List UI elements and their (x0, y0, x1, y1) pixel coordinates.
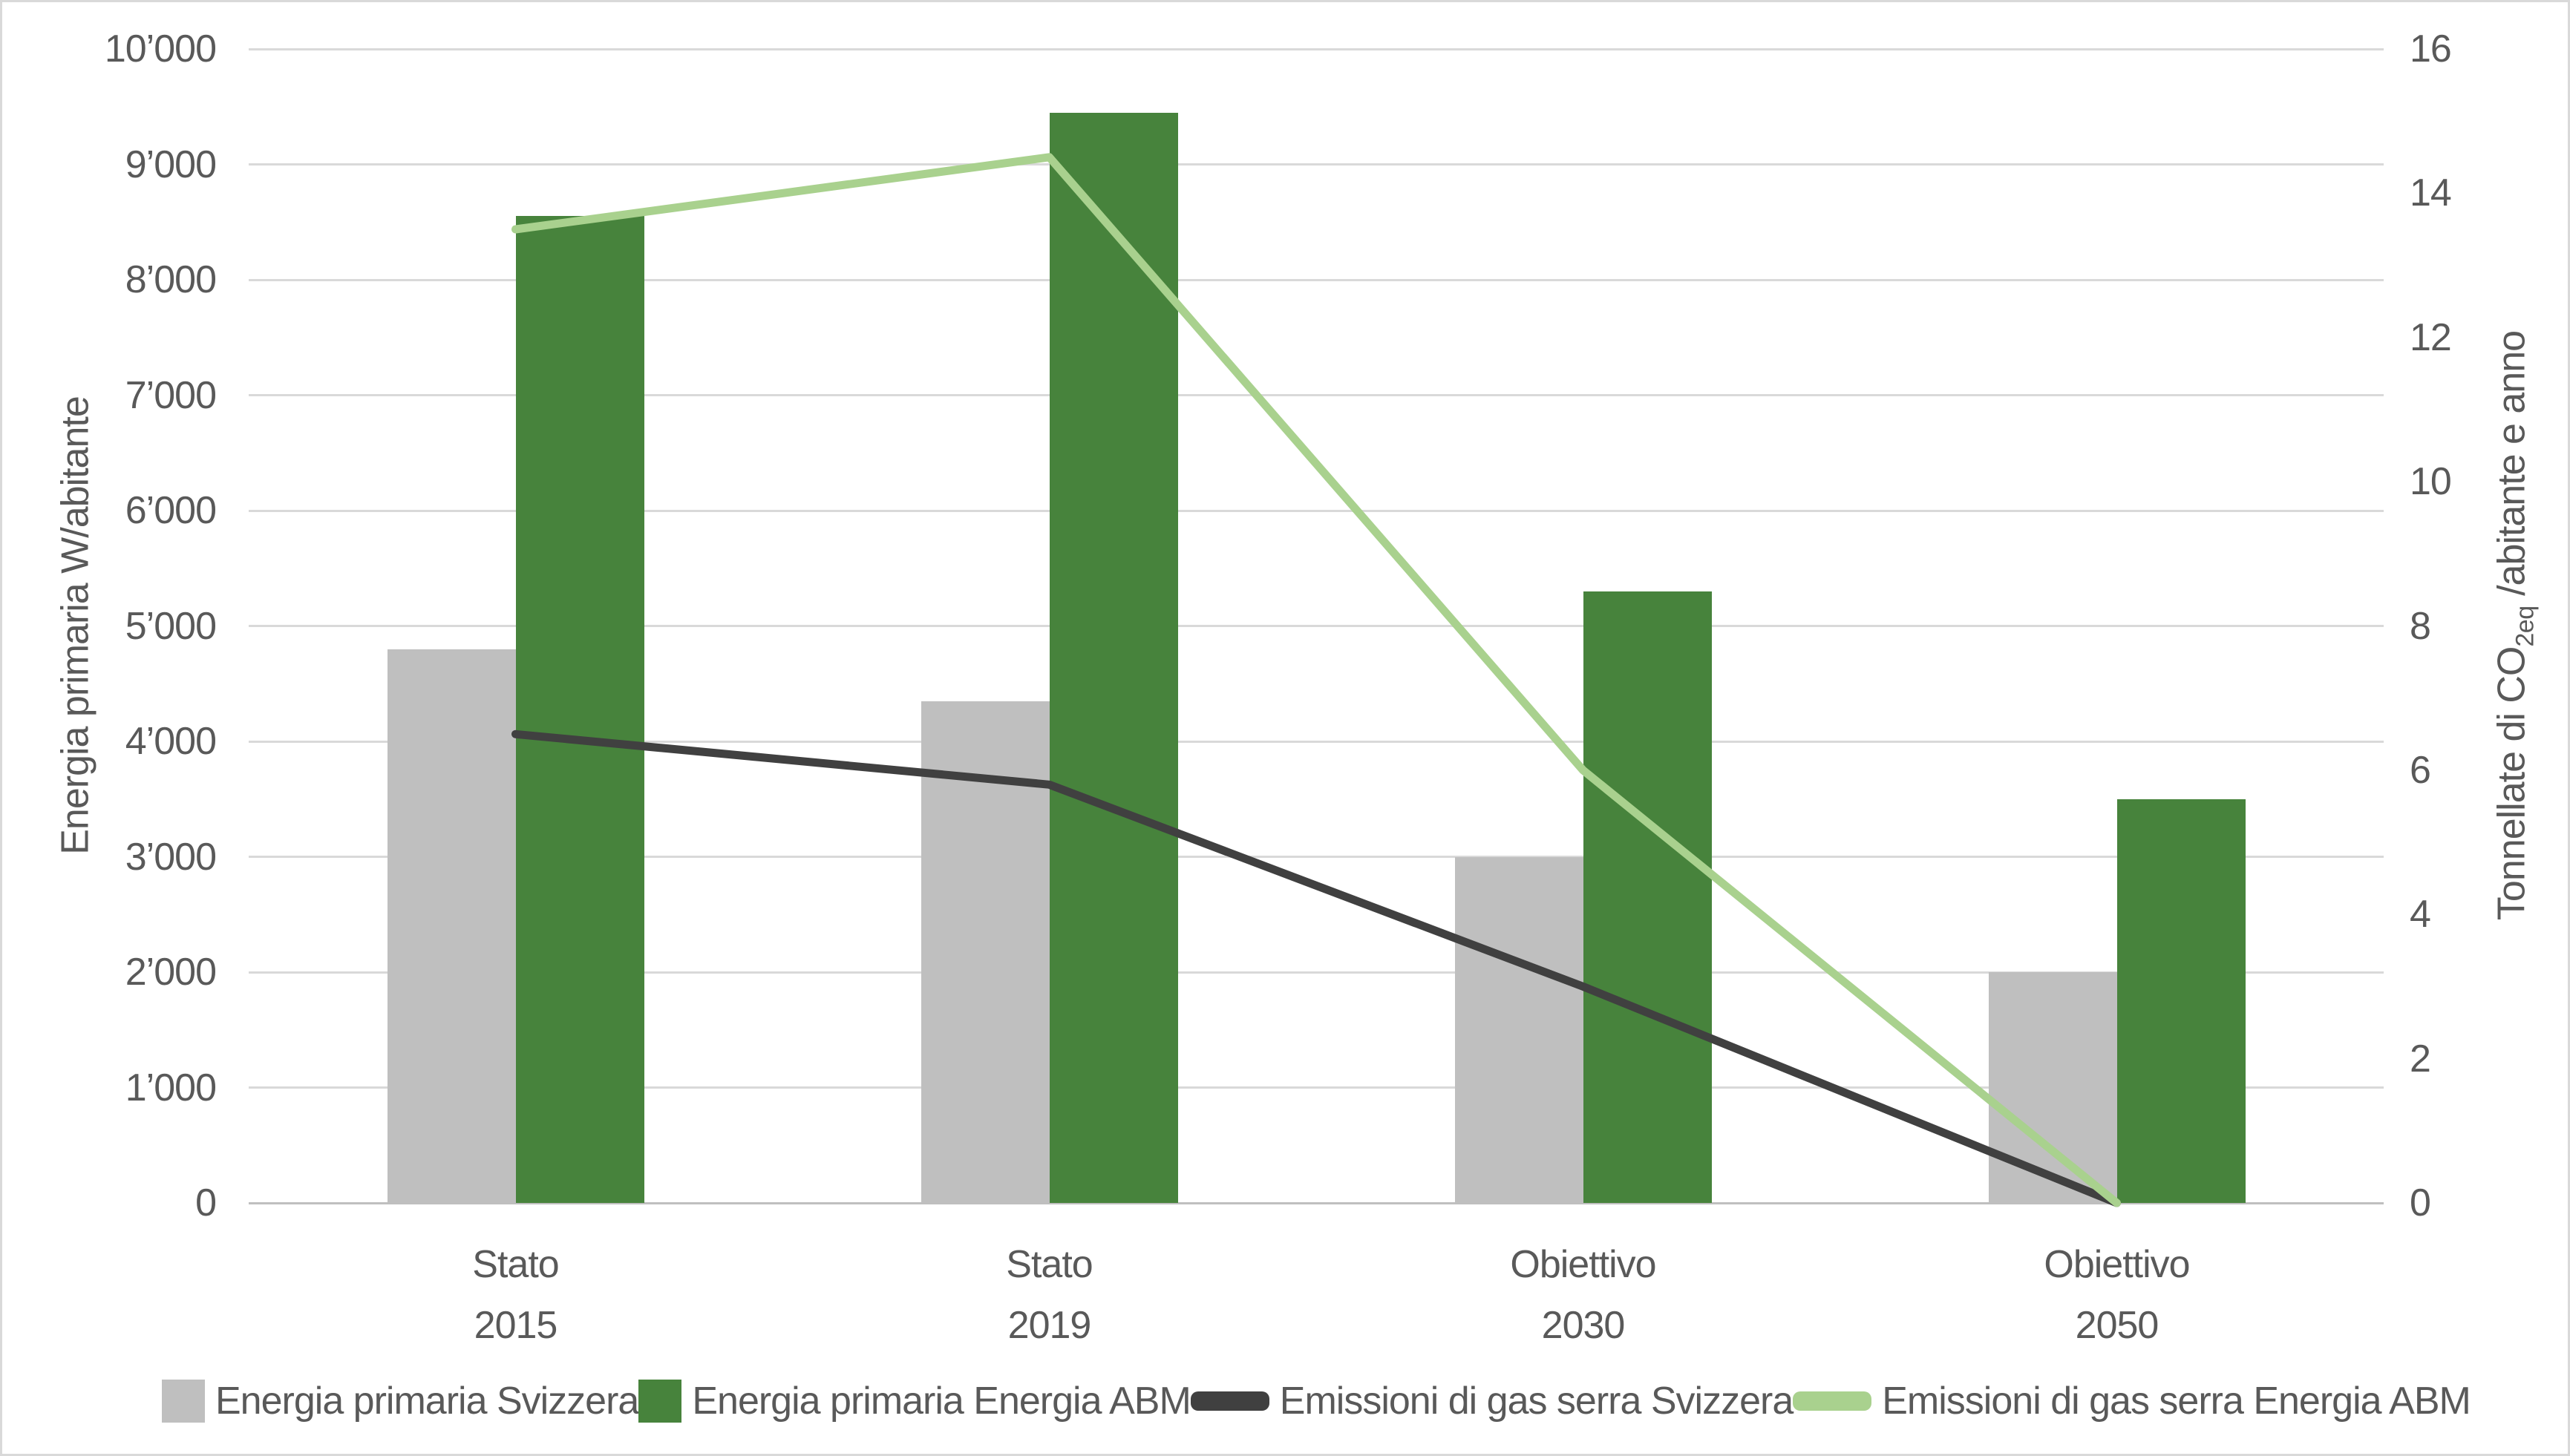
y-axis-tick-label-left: 3’000 (125, 835, 217, 879)
bar-energia-primaria-svizzera (1988, 972, 2117, 1203)
category-label-line2: 2019 (1007, 1304, 1092, 1347)
category-label-line1: Stato (1006, 1243, 1093, 1286)
legend-swatch-square (162, 1380, 205, 1423)
legend-item: Energia primaria Svizzera (162, 1379, 639, 1423)
y-axis-tick-label-left: 0 (195, 1181, 217, 1224)
right-axis-title-text: Tonnellate di CO (2490, 646, 2534, 921)
legend-item: Emissioni di gas serra Energia ABM (1793, 1379, 2471, 1423)
y-axis-tick-label-left: 6’000 (125, 489, 217, 532)
legend-item: Emissioni di gas serra Svizzera (1190, 1379, 1794, 1423)
right-axis-title-subscript: 2eq (2511, 606, 2540, 647)
y-axis-tick-label-left: 4’000 (125, 720, 217, 763)
x-axis-line (249, 1202, 2384, 1204)
y-axis-tick-label-left: 10’000 (104, 27, 217, 70)
y-axis-tick-label-left: 8’000 (125, 258, 217, 301)
gridline-h (249, 740, 2384, 743)
gridline-h (249, 47, 2384, 50)
y-axis-tick-label-right: 4 (2410, 893, 2431, 937)
bar-energia-primaria-svizzera (1454, 856, 1583, 1203)
gridline-h (249, 625, 2384, 627)
y-axis-tick-label-left: 1’000 (125, 1066, 217, 1109)
bar-energia-primaria-energia-abm (2116, 798, 2246, 1203)
y-axis-tick-label-right: 14 (2410, 171, 2452, 215)
line-emissioni-svizzera (511, 729, 2121, 1207)
y-axis-tick-label-right: 10 (2410, 460, 2452, 504)
legend-swatch-line (1190, 1391, 1269, 1411)
right-axis-title-suffix: /abitante e anno (2490, 330, 2534, 606)
gridline-h (249, 163, 2384, 165)
bar-energia-primaria-svizzera (387, 649, 516, 1203)
y-axis-tick-label-left: 7’000 (125, 373, 217, 417)
gridline-h (249, 509, 2384, 512)
legend-label: Energia primaria Svizzera (215, 1380, 639, 1423)
gridline-h (249, 856, 2384, 858)
y-axis-tick-label-left: 9’000 (125, 142, 217, 186)
category-label-line2: 2015 (474, 1304, 558, 1347)
bar-energia-primaria-energia-abm (1583, 591, 1712, 1203)
legend-swatch-square (638, 1380, 682, 1423)
legend-label: Energia primaria Energia ABM (692, 1380, 1191, 1423)
lines-layer (511, 153, 2121, 1207)
plot-area (249, 47, 2384, 1207)
category-label-line1: Stato (472, 1243, 559, 1286)
category-label: Obiettivo 2050 (1932, 1234, 2303, 1356)
legend-label: Emissioni di gas serra Svizzera (1279, 1380, 1794, 1423)
gridline-h (249, 1086, 2384, 1089)
category-label-line1: Obiettivo (2044, 1243, 2190, 1286)
category-label: Obiettivo 2030 (1398, 1234, 1769, 1356)
category-label: Stato 2015 (330, 1234, 702, 1356)
right-axis-title: Tonnellate di CO2eq /abitante e anno (2488, 49, 2540, 1203)
gridline-h (249, 971, 2384, 974)
gridline-h (249, 278, 2384, 281)
bar-energia-primaria-energia-abm (1049, 112, 1178, 1203)
y-axis-tick-label-right: 12 (2410, 315, 2452, 359)
category-label-line2: 2050 (2075, 1304, 2159, 1347)
y-axis-tick-label-right: 2 (2410, 1037, 2431, 1080)
legend-item: Energia primaria Energia ABM (638, 1379, 1191, 1423)
y-axis-tick-label-right: 0 (2410, 1181, 2431, 1224)
legend-swatch-line (1793, 1391, 1872, 1411)
y-axis-tick-label-right: 6 (2410, 748, 2431, 792)
y-axis-tick-label-right: 8 (2410, 604, 2431, 648)
y-axis-tick-label-left: 5’000 (125, 604, 217, 648)
legend: Energia primaria Svizzera Energia primari… (162, 1377, 2471, 1426)
bar-energia-primaria-energia-abm (515, 216, 644, 1203)
category-label-line2: 2030 (1541, 1304, 1626, 1347)
gridline-h (249, 394, 2384, 396)
legend-label: Emissioni di gas serra Energia ABM (1882, 1380, 2471, 1423)
line-emissioni-energia-abm (511, 153, 2121, 1207)
category-label: Stato 2019 (864, 1234, 1235, 1356)
y-axis-tick-label-right: 16 (2410, 27, 2452, 70)
y-axis-tick-label-left: 2’000 (125, 951, 217, 994)
category-label-line1: Obiettivo (1510, 1243, 1656, 1286)
